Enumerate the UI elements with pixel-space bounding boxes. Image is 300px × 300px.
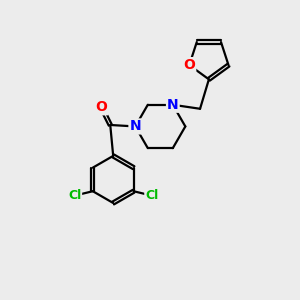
Text: Cl: Cl bbox=[68, 189, 81, 202]
Text: N: N bbox=[167, 98, 178, 112]
Text: O: O bbox=[183, 58, 195, 72]
Text: Cl: Cl bbox=[145, 189, 158, 202]
Text: O: O bbox=[95, 100, 107, 114]
Text: N: N bbox=[130, 119, 141, 134]
